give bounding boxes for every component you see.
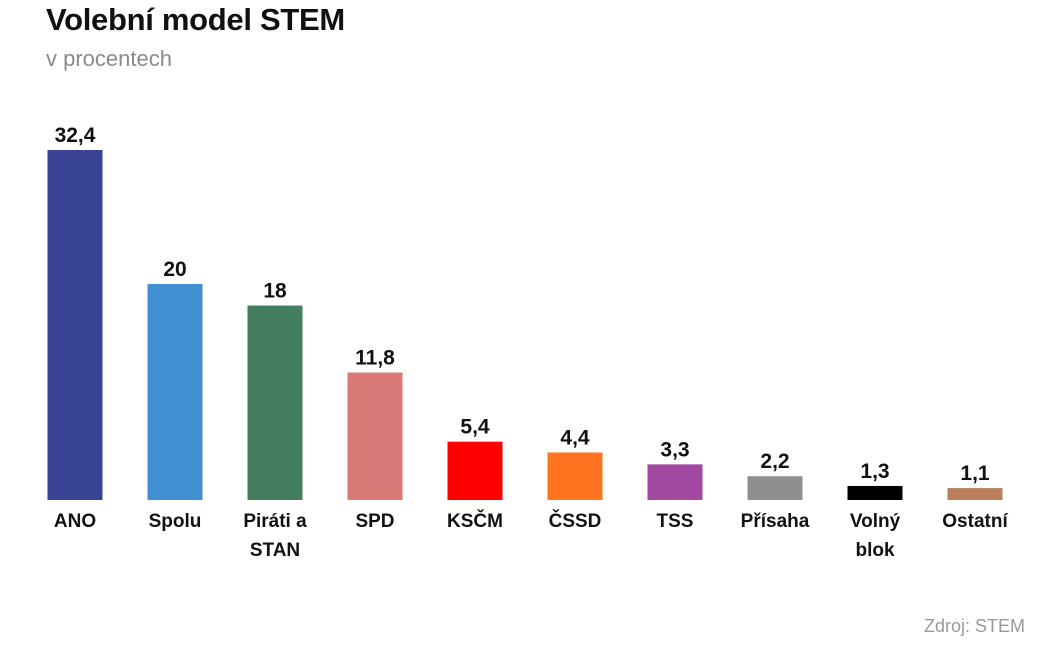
category-label-ostatni: Ostatní	[942, 511, 1008, 532]
value-label-tss: 3,3	[660, 438, 689, 461]
category-labels-group: ANO Spolu Piráti a STAN SPD KSČM ČSSD TSS Přísah…	[54, 510, 1009, 561]
bar-tss	[647, 464, 703, 500]
chart-title: Volební model STEM	[46, 2, 345, 37]
category-label-volny-blok: Volný blok	[850, 511, 901, 561]
bar-spolu	[147, 283, 203, 500]
category-label-cssd: ČSSD	[549, 510, 602, 532]
value-label-cssd: 4,4	[560, 426, 590, 449]
category-label-prisaha: Přísaha	[741, 511, 810, 532]
category-label-ano: ANO	[54, 511, 96, 532]
bar-prisaha	[747, 476, 803, 500]
value-label-pirati-a-stan: 18	[263, 280, 287, 303]
bar-cssd	[547, 452, 603, 500]
bar-volny-blok	[847, 485, 903, 500]
category-label-kscm: KSČM	[447, 510, 503, 532]
bar-ostatni	[947, 488, 1003, 500]
bar-ano	[47, 150, 103, 500]
chart-subtitle: v procentech	[46, 46, 172, 71]
category-label-pirati-a-stan: Piráti a STAN	[243, 511, 307, 561]
value-labels-group: 32,4 20 18 11,8 5,4 4,4 3,3 2,2 1,3 1,1	[55, 124, 990, 485]
value-label-spd: 11,8	[355, 347, 395, 370]
value-label-spolu: 20	[163, 258, 186, 281]
bar-pirati-a-stan	[247, 305, 303, 500]
category-label-tss: TSS	[657, 511, 694, 532]
value-label-ostatni: 1,1	[960, 462, 990, 485]
bar-chart: 32,4 20 18 11,8 5,4 4,4 3,3 2,2 1,3 1,1 ANO Spolu P…	[47, 124, 1009, 561]
category-label-spolu: Spolu	[149, 511, 202, 532]
category-label-spd: SPD	[355, 511, 394, 532]
value-label-volny-blok: 1,3	[860, 460, 889, 483]
bars-group	[47, 150, 1003, 500]
value-label-ano: 32,4	[55, 124, 96, 147]
value-label-kscm: 5,4	[460, 416, 490, 439]
bar-spd	[347, 372, 403, 500]
bar-kscm	[447, 441, 503, 500]
source-note: Zdroj: STEM	[923, 616, 1025, 636]
value-label-prisaha: 2,2	[760, 450, 789, 473]
